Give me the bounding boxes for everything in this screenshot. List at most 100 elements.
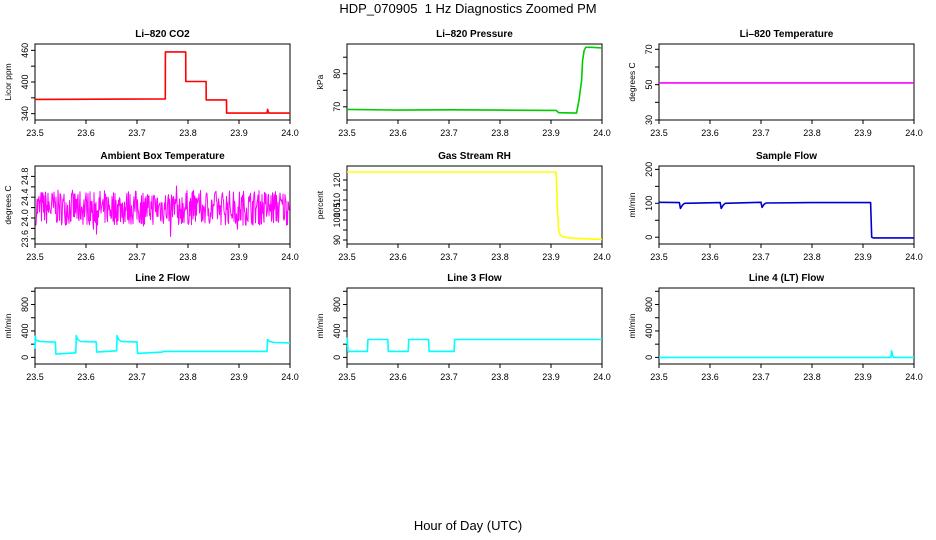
x-tick-label: 23.5 [338, 372, 356, 382]
y-axis-label: ml/min [315, 313, 325, 338]
x-tick-label: 23.9 [854, 128, 872, 138]
x-tick-label: 23.6 [701, 372, 719, 382]
x-axis-caption: Hour of Day (UTC) [413, 518, 523, 533]
x-tick-label: 23.7 [440, 128, 458, 138]
x-tick-label: 23.9 [854, 252, 872, 262]
data-series-line [347, 171, 603, 241]
x-tick-label: 23.6 [389, 128, 407, 138]
y-tick-label: 110 [332, 193, 342, 207]
chart-panel-2: Li–820 Pressure 23.5 23.6 23.7 23.8 23.9 24.0 7… [315, 29, 611, 138]
x-tick-label: 23.7 [440, 372, 458, 382]
y-tick-label: 30 [644, 115, 654, 125]
panel-title: Line 4 (LT) Flow [749, 273, 825, 284]
x-tick-label: 23.8 [491, 252, 509, 262]
chart-panel-4: Ambient Box Temperature 23.5 23.6 23.7 23.8 2… [3, 151, 299, 262]
plot-frame [346, 43, 603, 121]
x-tick-label: 23.9 [542, 252, 560, 262]
y-axis: 30 50 70 [644, 44, 659, 125]
panel-title: Sample Flow [756, 151, 817, 162]
y-tick-label: 800 [644, 297, 654, 312]
x-tick-label: 23.7 [752, 372, 770, 382]
x-tick-label: 24.0 [281, 252, 299, 262]
x-tick-label: 23.7 [752, 252, 770, 262]
x-tick-label: 23.6 [77, 252, 95, 262]
x-axis: 23.5 23.6 23.7 23.8 23.9 24.0 [650, 364, 923, 382]
x-tick-label: 24.0 [593, 372, 611, 382]
y-tick-label: 0 [644, 235, 654, 240]
y-tick-label: 105 [332, 202, 342, 217]
plot-frame [658, 43, 915, 121]
x-tick-label: 23.6 [77, 128, 95, 138]
panel-title: Li–820 CO2 [135, 29, 190, 40]
plot-frame [346, 165, 603, 245]
x-tick-label: 23.5 [26, 128, 44, 138]
x-tick-label: 23.9 [230, 372, 248, 382]
y-tick-label: 24.8 [20, 168, 30, 186]
panel-title: Li–820 Pressure [436, 29, 513, 40]
x-tick-label: 23.6 [389, 252, 407, 262]
x-axis: 23.5 23.6 23.7 23.8 23.9 24.0 [650, 244, 923, 262]
chart-panel-9: Line 4 (LT) Flow 23.5 23.6 23.7 23.8 23.9 24.0… [627, 273, 923, 382]
y-tick-label: 400 [20, 74, 30, 89]
x-tick-label: 23.5 [26, 252, 44, 262]
y-tick-label: 400 [20, 323, 30, 338]
panel-title: Ambient Box Temperature [100, 151, 225, 162]
x-tick-label: 24.0 [281, 372, 299, 382]
x-axis: 23.5 23.6 23.7 23.8 23.9 24.0 [338, 120, 611, 138]
y-axis-label: percent [315, 190, 325, 219]
data-series-line [659, 350, 914, 359]
x-tick-label: 23.5 [650, 372, 668, 382]
data-series-line [34, 334, 291, 355]
y-axis-label: degrees C [627, 62, 637, 101]
data-series-line [346, 337, 602, 353]
y-tick-label: 0 [20, 355, 30, 360]
x-tick-label: 23.5 [26, 372, 44, 382]
x-tick-label: 23.8 [179, 372, 197, 382]
x-tick-label: 23.6 [701, 128, 719, 138]
x-tick-label: 23.5 [338, 252, 356, 262]
x-tick-label: 24.0 [905, 252, 923, 262]
data-series-line [35, 185, 290, 237]
chart-panel-7: Line 2 Flow 23.5 23.6 23.7 23.8 23.9 24.0 0 400 8… [3, 273, 299, 382]
x-tick-label: 23.7 [128, 252, 146, 262]
x-tick-label: 23.8 [179, 252, 197, 262]
y-tick-label: 400 [332, 323, 342, 338]
y-axis-label: degrees C [3, 185, 13, 224]
data-series-line [346, 46, 603, 114]
y-axis-label: ml/min [627, 313, 637, 338]
y-tick-label: 24.4 [20, 188, 30, 206]
plot-frame [658, 287, 915, 365]
y-tick-label: 100 [332, 212, 342, 227]
y-tick-label: 23.6 [20, 230, 30, 248]
x-tick-label: 23.9 [230, 128, 248, 138]
plot-frame [346, 287, 603, 365]
x-tick-label: 23.7 [440, 252, 458, 262]
x-axis: 23.5 23.6 23.7 23.8 23.9 24.0 [26, 364, 299, 382]
y-axis: 0 400 800 [332, 290, 347, 360]
chart-panel-5: Gas Stream RH 23.5 23.6 23.7 23.8 23.9 24.0 90 1… [315, 151, 611, 262]
plot-frame [658, 165, 915, 245]
panel-title: Line 2 Flow [135, 273, 190, 284]
x-tick-label: 23.9 [542, 372, 560, 382]
x-tick-label: 24.0 [905, 128, 923, 138]
data-series-line [34, 51, 290, 114]
data-series-line [658, 201, 914, 239]
x-tick-label: 23.8 [803, 128, 821, 138]
x-tick-label: 24.0 [593, 128, 611, 138]
y-tick-label: 460 [20, 43, 30, 58]
x-tick-label: 23.7 [128, 372, 146, 382]
y-axis: 23.6 24.0 24.4 24.8 [20, 168, 35, 248]
y-tick-label: 340 [20, 106, 30, 121]
y-axis: 70 80 [332, 56, 347, 112]
panel-title: Line 3 Flow [447, 273, 502, 284]
plot-frame [34, 165, 291, 245]
chart-panel-8: Line 3 Flow 23.5 23.6 23.7 23.8 23.9 24.0 0 400 8… [315, 273, 611, 382]
y-axis: 0 400 800 [20, 290, 35, 360]
x-tick-label: 23.5 [650, 252, 668, 262]
x-tick-label: 23.9 [854, 372, 872, 382]
x-tick-label: 23.6 [701, 252, 719, 262]
y-tick-label: 120 [332, 172, 342, 187]
chart-panel-6: Sample Flow 23.5 23.6 23.7 23.8 23.9 24.0 0 100 2… [627, 151, 923, 262]
